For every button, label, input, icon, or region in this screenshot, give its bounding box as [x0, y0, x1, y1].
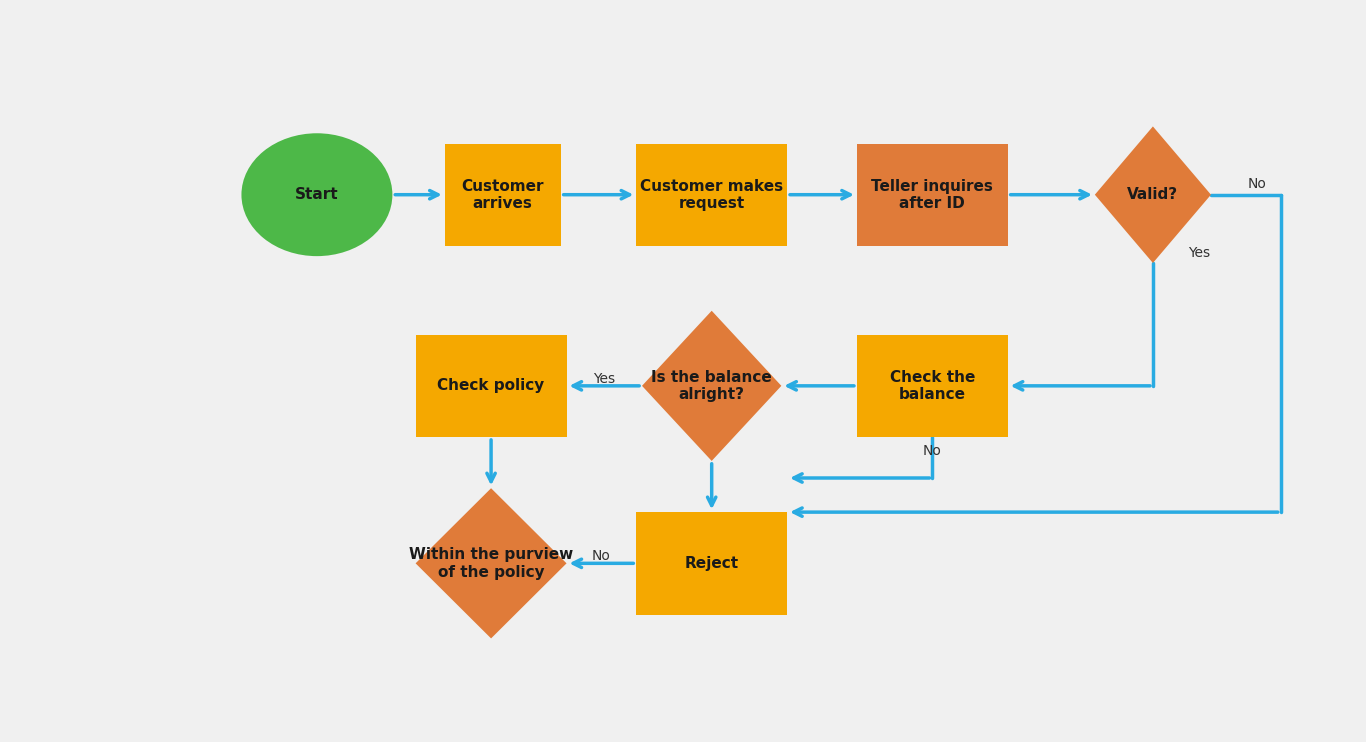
FancyBboxPatch shape: [445, 143, 561, 246]
Text: Customer
arrives: Customer arrives: [462, 179, 544, 211]
Text: Teller inquires
after ID: Teller inquires after ID: [872, 179, 993, 211]
Text: Within the purview
of the policy: Within the purview of the policy: [408, 547, 574, 580]
Text: No: No: [923, 444, 941, 458]
FancyBboxPatch shape: [856, 335, 1008, 437]
FancyBboxPatch shape: [415, 335, 567, 437]
Text: No: No: [591, 549, 611, 563]
Text: Customer makes
request: Customer makes request: [641, 179, 783, 211]
Text: Reject: Reject: [684, 556, 739, 571]
FancyBboxPatch shape: [637, 143, 787, 246]
Text: Yes: Yes: [593, 372, 615, 386]
Text: No: No: [1249, 177, 1266, 191]
Text: Valid?: Valid?: [1127, 187, 1179, 203]
Polygon shape: [415, 488, 567, 638]
Ellipse shape: [242, 134, 392, 256]
Text: Yes: Yes: [1188, 246, 1210, 260]
Text: Start: Start: [295, 187, 339, 203]
Text: Check policy: Check policy: [437, 378, 545, 393]
Text: Check the
balance: Check the balance: [889, 370, 975, 402]
Polygon shape: [642, 311, 781, 461]
FancyBboxPatch shape: [856, 143, 1008, 246]
Polygon shape: [1096, 126, 1212, 263]
Text: Is the balance
alright?: Is the balance alright?: [652, 370, 772, 402]
FancyBboxPatch shape: [637, 512, 787, 614]
